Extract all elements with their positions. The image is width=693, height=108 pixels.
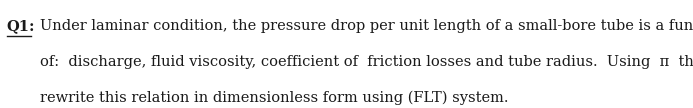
- Text: rewrite this relation in dimensionless form using (FLT) system.: rewrite this relation in dimensionless f…: [40, 91, 509, 105]
- Text: Under laminar condition, the pressure drop per unit length of a small-bore tube : Under laminar condition, the pressure dr…: [40, 19, 693, 33]
- Text: of:  discharge, fluid viscosity, coefficient of  friction losses and tube radius: of: discharge, fluid viscosity, coeffici…: [40, 55, 693, 69]
- Text: Q1:: Q1:: [7, 19, 35, 33]
